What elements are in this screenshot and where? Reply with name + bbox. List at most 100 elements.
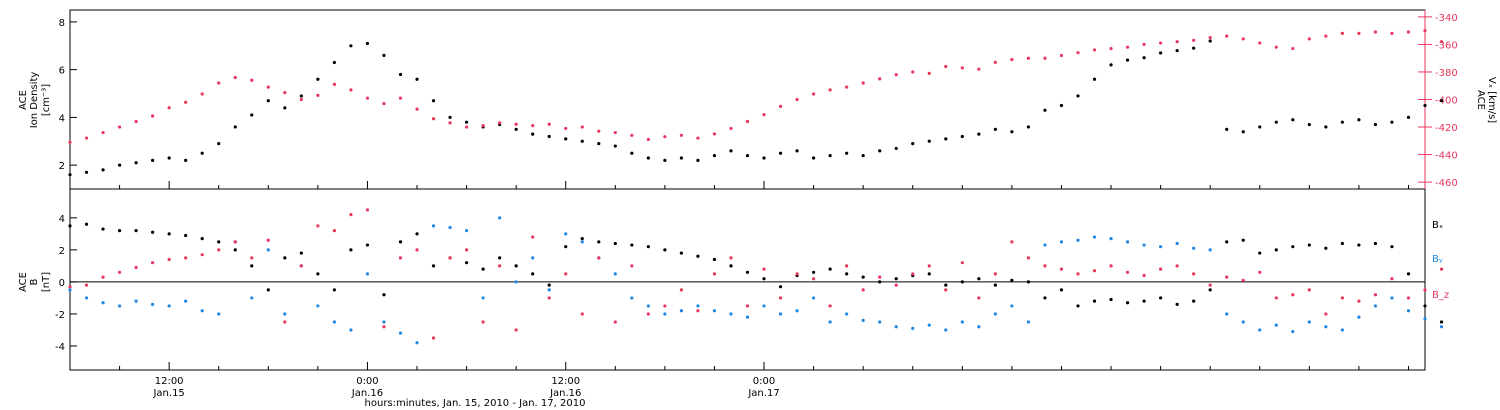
bottom-point — [481, 296, 485, 300]
bottom-point — [531, 256, 535, 260]
top-point — [167, 156, 171, 160]
top-point — [663, 135, 667, 139]
bottom-point — [1026, 256, 1031, 260]
bottom-point — [845, 312, 849, 316]
top-point — [1092, 48, 1097, 52]
top-point — [778, 104, 783, 108]
bottom-point — [630, 243, 634, 247]
top-point — [250, 78, 254, 82]
bottom-point — [1406, 272, 1411, 276]
top-point — [778, 151, 783, 155]
x-tick-date: Jan.17 — [747, 388, 779, 399]
bottom-point — [1175, 302, 1179, 306]
bottom-point — [1324, 325, 1328, 329]
bottom-point — [1026, 320, 1031, 324]
bottom-point — [1324, 312, 1328, 316]
bottom-point — [217, 312, 221, 316]
top-ylabel-line2: Ion Density — [29, 72, 40, 129]
top-point — [1092, 77, 1097, 81]
bottom-point — [448, 256, 452, 260]
top-point — [1142, 42, 1146, 47]
top-point — [977, 67, 981, 71]
bottom-point — [1291, 329, 1295, 334]
top-point — [431, 99, 436, 103]
top-point — [547, 134, 551, 139]
bottom-point — [878, 320, 882, 324]
top-point — [332, 60, 336, 65]
bottom-point — [1192, 299, 1196, 303]
bottom-point — [927, 264, 931, 268]
top-point — [894, 73, 898, 77]
top-point — [795, 149, 799, 153]
bottom-point — [630, 264, 634, 268]
top-point — [365, 96, 370, 100]
bottom-point — [1439, 267, 1444, 271]
bottom-point — [580, 240, 584, 244]
top-point — [1357, 118, 1361, 122]
top-point — [1241, 37, 1245, 41]
bottom-point — [349, 213, 353, 217]
bottom-point — [1423, 304, 1427, 308]
bottom-point — [547, 288, 551, 292]
bottom-point — [84, 296, 89, 300]
top-point — [729, 126, 733, 131]
top-point — [1175, 40, 1179, 44]
bottom-point — [597, 256, 601, 260]
bottom-point — [184, 256, 188, 260]
bottom-point — [547, 283, 551, 287]
bottom-point — [464, 229, 469, 233]
bottom-point — [1406, 309, 1411, 313]
top-point — [960, 134, 964, 139]
top-point — [564, 137, 568, 141]
bottom-point — [977, 277, 981, 281]
bottom-point — [332, 229, 336, 233]
top-point — [134, 161, 138, 165]
top-point — [977, 132, 981, 136]
top-point — [531, 124, 535, 128]
bottom-point — [679, 288, 684, 292]
top-point — [1258, 41, 1262, 45]
top-series-1 — [68, 29, 1444, 144]
bottom-point — [1307, 288, 1311, 292]
top-series-0 — [68, 39, 1444, 177]
top-point — [712, 153, 717, 158]
top-point — [630, 151, 634, 155]
bottom-point — [531, 235, 535, 239]
top-right-ytick-label: -340 — [1435, 13, 1458, 24]
bottom-point — [531, 272, 535, 276]
top-right-ylabel-line2: Vₓ [km/s] — [1486, 77, 1497, 123]
top-point — [415, 77, 419, 81]
top-point — [1373, 122, 1378, 127]
bottom-point — [894, 277, 898, 281]
legend-bx: Bₓ — [1432, 220, 1443, 231]
bottom-point — [233, 248, 237, 252]
top-point — [349, 44, 353, 48]
top-point — [1258, 125, 1262, 129]
bottom-point — [316, 272, 320, 276]
bottom-point — [167, 257, 171, 262]
bottom-point — [1043, 243, 1047, 247]
top-point — [1059, 53, 1064, 58]
bottom-point — [1125, 270, 1130, 274]
bottom-point — [68, 224, 72, 228]
top-point — [828, 153, 832, 158]
bottom-point — [1225, 312, 1229, 316]
bottom-point — [845, 272, 849, 276]
top-point — [481, 124, 485, 128]
bottom-point — [1258, 270, 1262, 274]
top-point — [861, 153, 865, 158]
top-point — [613, 130, 617, 135]
top-point — [365, 41, 370, 46]
top-point — [679, 133, 684, 137]
bottom-point — [630, 296, 634, 300]
top-left-ytick-label: 2 — [59, 161, 65, 172]
bottom-point — [564, 272, 568, 276]
bottom-point — [151, 230, 155, 234]
bottom-point — [101, 301, 105, 305]
bottom-point — [613, 272, 617, 276]
bottom-point — [646, 304, 650, 308]
top-point — [332, 82, 336, 86]
bottom-series-0 — [68, 222, 1444, 324]
top-point — [1390, 120, 1394, 124]
bottom-point — [580, 237, 584, 241]
